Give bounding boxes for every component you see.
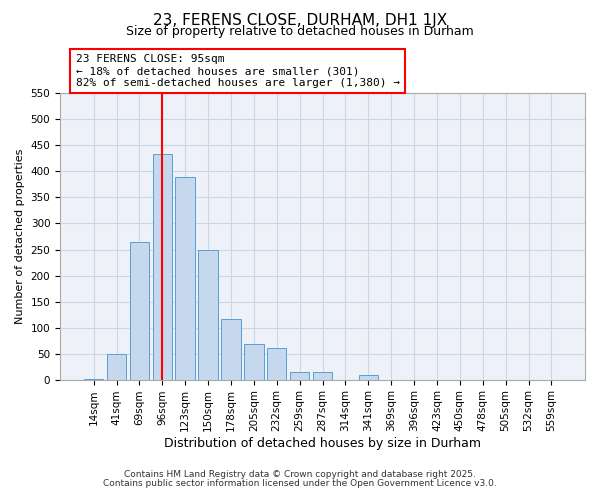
- Bar: [244, 344, 263, 380]
- Bar: [107, 354, 126, 380]
- Text: 23, FERENS CLOSE, DURHAM, DH1 1JX: 23, FERENS CLOSE, DURHAM, DH1 1JX: [153, 12, 447, 28]
- Y-axis label: Number of detached properties: Number of detached properties: [15, 149, 25, 324]
- Bar: [221, 318, 241, 380]
- Bar: [199, 250, 218, 380]
- X-axis label: Distribution of detached houses by size in Durham: Distribution of detached houses by size …: [164, 437, 481, 450]
- Bar: [130, 242, 149, 380]
- Bar: [313, 372, 332, 380]
- Bar: [175, 176, 195, 380]
- Bar: [290, 372, 310, 380]
- Bar: [152, 154, 172, 380]
- Bar: [267, 348, 286, 380]
- Text: 23 FERENS CLOSE: 95sqm
← 18% of detached houses are smaller (301)
82% of semi-de: 23 FERENS CLOSE: 95sqm ← 18% of detached…: [76, 54, 400, 88]
- Text: Size of property relative to detached houses in Durham: Size of property relative to detached ho…: [126, 25, 474, 38]
- Text: Contains public sector information licensed under the Open Government Licence v3: Contains public sector information licen…: [103, 478, 497, 488]
- Text: Contains HM Land Registry data © Crown copyright and database right 2025.: Contains HM Land Registry data © Crown c…: [124, 470, 476, 479]
- Bar: [359, 376, 378, 380]
- Bar: [84, 378, 103, 380]
